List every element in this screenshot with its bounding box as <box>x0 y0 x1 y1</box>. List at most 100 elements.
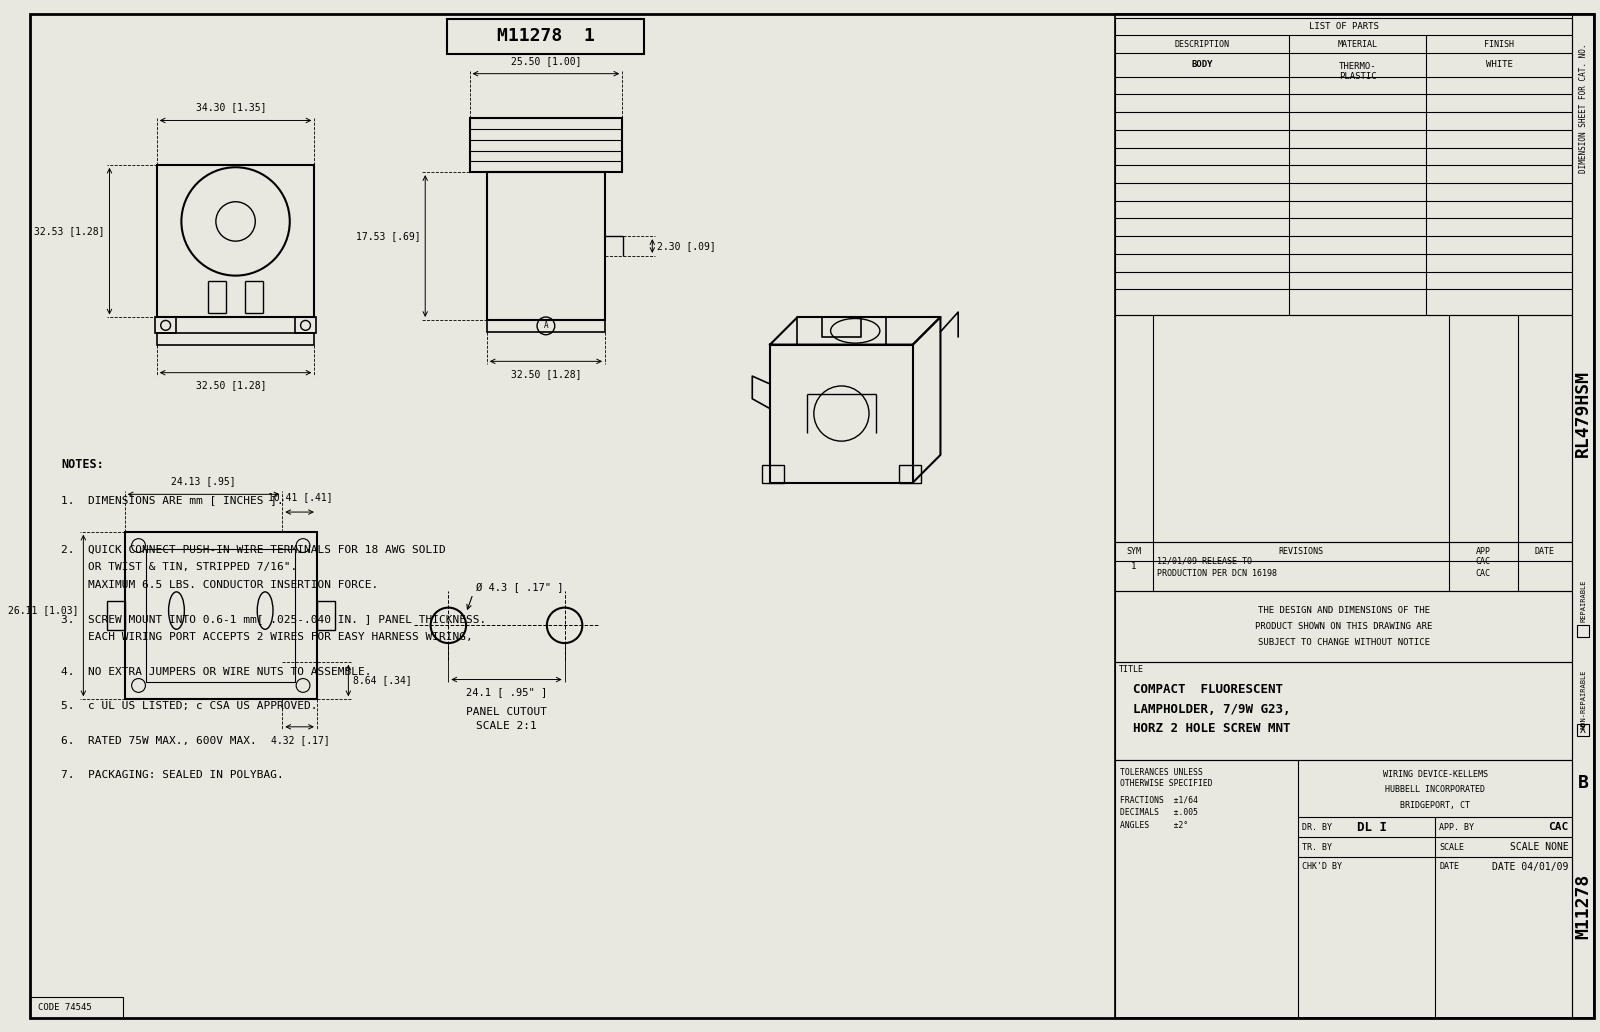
Text: THE DESIGN AND DIMENSIONS OF THE: THE DESIGN AND DIMENSIONS OF THE <box>1258 606 1430 615</box>
Text: 12/01/09 RELEASE TO: 12/01/09 RELEASE TO <box>1157 557 1251 566</box>
Text: LAMPHOLDER, 7/9W G23,: LAMPHOLDER, 7/9W G23, <box>1133 703 1291 715</box>
Text: 34.30 [1.35]: 34.30 [1.35] <box>197 102 267 112</box>
Text: PRODUCT SHOWN ON THIS DRAWING ARE: PRODUCT SHOWN ON THIS DRAWING ARE <box>1254 622 1432 631</box>
Text: 32.50 [1.28]: 32.50 [1.28] <box>510 369 581 379</box>
Bar <box>1115 13 1594 1019</box>
Text: 32.53 [1.28]: 32.53 [1.28] <box>34 226 104 236</box>
Text: CODE 74545: CODE 74545 <box>37 1003 91 1012</box>
Bar <box>469 118 622 172</box>
Text: B: B <box>1578 774 1589 792</box>
Bar <box>1115 662 1573 761</box>
Bar <box>762 464 784 483</box>
Text: OR TWIST & TIN, STRIPPED 7/16".: OR TWIST & TIN, STRIPPED 7/16". <box>61 562 298 573</box>
Text: CAC: CAC <box>1549 823 1568 832</box>
Bar <box>448 19 645 54</box>
Bar <box>1115 761 1573 1019</box>
Text: CHK'D BY: CHK'D BY <box>1302 862 1342 871</box>
Text: A: A <box>544 321 549 330</box>
Text: M11278  1: M11278 1 <box>498 27 595 45</box>
Text: Ø 4.3 [ .17" ]: Ø 4.3 [ .17" ] <box>475 583 563 593</box>
Text: LIST OF PARTS: LIST OF PARTS <box>1309 22 1379 31</box>
Text: 26.11 [1.03]: 26.11 [1.03] <box>8 606 78 615</box>
Text: 4.32 [.17]: 4.32 [.17] <box>270 735 330 745</box>
Text: 1: 1 <box>1131 561 1136 571</box>
Text: CAC: CAC <box>1475 569 1491 578</box>
Text: OTHERWISE SPECIFIED: OTHERWISE SPECIFIED <box>1120 779 1213 788</box>
Text: 3.  SCREW MOUNT INTO 0.6-1 mm[ .025-.040 IN. ] PANEL THICKNESS.: 3. SCREW MOUNT INTO 0.6-1 mm[ .025-.040 … <box>61 614 486 624</box>
Text: FRACTIONS  ±1/64: FRACTIONS ±1/64 <box>1120 796 1198 804</box>
Text: DECIMALS   ±.005: DECIMALS ±.005 <box>1120 808 1198 817</box>
Text: 2.30 [.09]: 2.30 [.09] <box>658 241 715 251</box>
Text: PLASTIC: PLASTIC <box>1339 72 1376 82</box>
Text: HORZ 2 HOLE SCREW MNT: HORZ 2 HOLE SCREW MNT <box>1133 722 1291 735</box>
Text: SCALE 2:1: SCALE 2:1 <box>477 721 538 731</box>
Bar <box>157 333 314 345</box>
Text: SCALE NONE: SCALE NONE <box>1510 842 1568 852</box>
Text: 25.50 [1.00]: 25.50 [1.00] <box>510 56 581 66</box>
Text: 24.1 [ .95" ]: 24.1 [ .95" ] <box>466 687 547 698</box>
Text: THERMO-: THERMO- <box>1339 62 1376 71</box>
Bar <box>486 320 605 331</box>
Text: M11278: M11278 <box>1574 873 1592 939</box>
Bar <box>125 531 317 700</box>
Text: DIMENSION SHEET FOR CAT. NO.: DIMENSION SHEET FOR CAT. NO. <box>1579 43 1587 173</box>
Text: 2.  QUICK CONNECT PUSH-IN WIRE TERMINALS FOR 18 AWG SOLID: 2. QUICK CONNECT PUSH-IN WIRE TERMINALS … <box>61 545 446 554</box>
Bar <box>486 172 605 320</box>
Text: NON-REPAIRABLE: NON-REPAIRABLE <box>1581 670 1586 729</box>
Bar <box>770 345 914 483</box>
Text: TR. BY: TR. BY <box>1302 842 1333 851</box>
Text: ANGLES     ±2°: ANGLES ±2° <box>1120 820 1189 830</box>
Text: 24.13 [.95]: 24.13 [.95] <box>171 477 235 486</box>
Text: HUBBELL INCORPORATED: HUBBELL INCORPORATED <box>1386 785 1485 795</box>
Text: APP. BY: APP. BY <box>1440 823 1474 832</box>
Text: 5.  c UL US LISTED; c CSA US APPROVED.: 5. c UL US LISTED; c CSA US APPROVED. <box>61 701 318 711</box>
Text: 10.41 [.41]: 10.41 [.41] <box>267 492 333 503</box>
Bar <box>1115 542 1573 591</box>
Text: 4.  NO EXTRA JUMPERS OR WIRE NUTS TO ASSEMBLE.: 4. NO EXTRA JUMPERS OR WIRE NUTS TO ASSE… <box>61 667 371 677</box>
Bar <box>157 165 314 318</box>
Text: DATE 04/01/09: DATE 04/01/09 <box>1493 862 1568 872</box>
Text: REPAIRABLE: REPAIRABLE <box>1581 580 1586 622</box>
Text: WIRING DEVICE-KELLEMS: WIRING DEVICE-KELLEMS <box>1382 770 1488 778</box>
Bar <box>1578 625 1589 637</box>
Text: CAC: CAC <box>1475 557 1491 566</box>
Bar <box>107 601 125 631</box>
Text: 8.64 [.34]: 8.64 [.34] <box>354 676 413 685</box>
Text: DL I: DL I <box>1357 820 1387 834</box>
Text: BRIDGEPORT, CT: BRIDGEPORT, CT <box>1400 801 1470 810</box>
Text: DR. BY: DR. BY <box>1302 823 1333 832</box>
Bar <box>1578 723 1589 736</box>
Text: APP: APP <box>1475 547 1491 556</box>
Text: DATE: DATE <box>1440 862 1459 871</box>
Text: SYM: SYM <box>1126 547 1141 556</box>
Text: MAXIMUM 6.5 LBS. CONDUCTOR INSERTION FORCE.: MAXIMUM 6.5 LBS. CONDUCTOR INSERTION FOR… <box>61 580 379 590</box>
Text: COMPACT  FLUORESCENT: COMPACT FLUORESCENT <box>1133 683 1283 696</box>
Text: 17.53 [.69]: 17.53 [.69] <box>355 231 421 241</box>
Text: SCALE: SCALE <box>1440 842 1464 851</box>
Text: NOTES:: NOTES: <box>61 458 104 471</box>
Text: TITLE: TITLE <box>1120 666 1144 674</box>
Text: 32.50 [1.28]: 32.50 [1.28] <box>197 381 267 390</box>
Text: EACH WIRING PORT ACCEPTS 2 WIRES FOR EASY HARNESS WIRING,: EACH WIRING PORT ACCEPTS 2 WIRES FOR EAS… <box>61 633 474 642</box>
Text: PANEL CUTOUT: PANEL CUTOUT <box>466 707 547 717</box>
Text: PRODUCTION PER DCN 16198: PRODUCTION PER DCN 16198 <box>1157 569 1277 578</box>
Text: BODY: BODY <box>1192 60 1213 69</box>
Text: TOLERANCES UNLESS: TOLERANCES UNLESS <box>1120 768 1203 777</box>
Text: WHITE: WHITE <box>1486 60 1512 69</box>
Text: DESCRIPTION: DESCRIPTION <box>1174 39 1230 49</box>
Text: REVISIONS: REVISIONS <box>1278 547 1323 556</box>
Text: X: X <box>1581 724 1586 735</box>
Text: SUBJECT TO CHANGE WITHOUT NOTICE: SUBJECT TO CHANGE WITHOUT NOTICE <box>1258 638 1430 647</box>
Bar <box>1115 18 1573 315</box>
Bar <box>30 997 123 1019</box>
Bar <box>317 601 334 631</box>
Text: FINISH: FINISH <box>1485 39 1514 49</box>
Text: MATERIAL: MATERIAL <box>1338 39 1378 49</box>
Bar <box>155 318 176 333</box>
Text: 7.  PACKAGING: SEALED IN POLYBAG.: 7. PACKAGING: SEALED IN POLYBAG. <box>61 770 283 780</box>
Text: 1.  DIMENSIONS ARE mm [ INCHES ].: 1. DIMENSIONS ARE mm [ INCHES ]. <box>61 495 283 506</box>
Text: DATE: DATE <box>1534 547 1555 556</box>
Bar <box>1115 315 1573 542</box>
Bar <box>899 464 920 483</box>
Text: RL479HSM: RL479HSM <box>1574 370 1592 457</box>
